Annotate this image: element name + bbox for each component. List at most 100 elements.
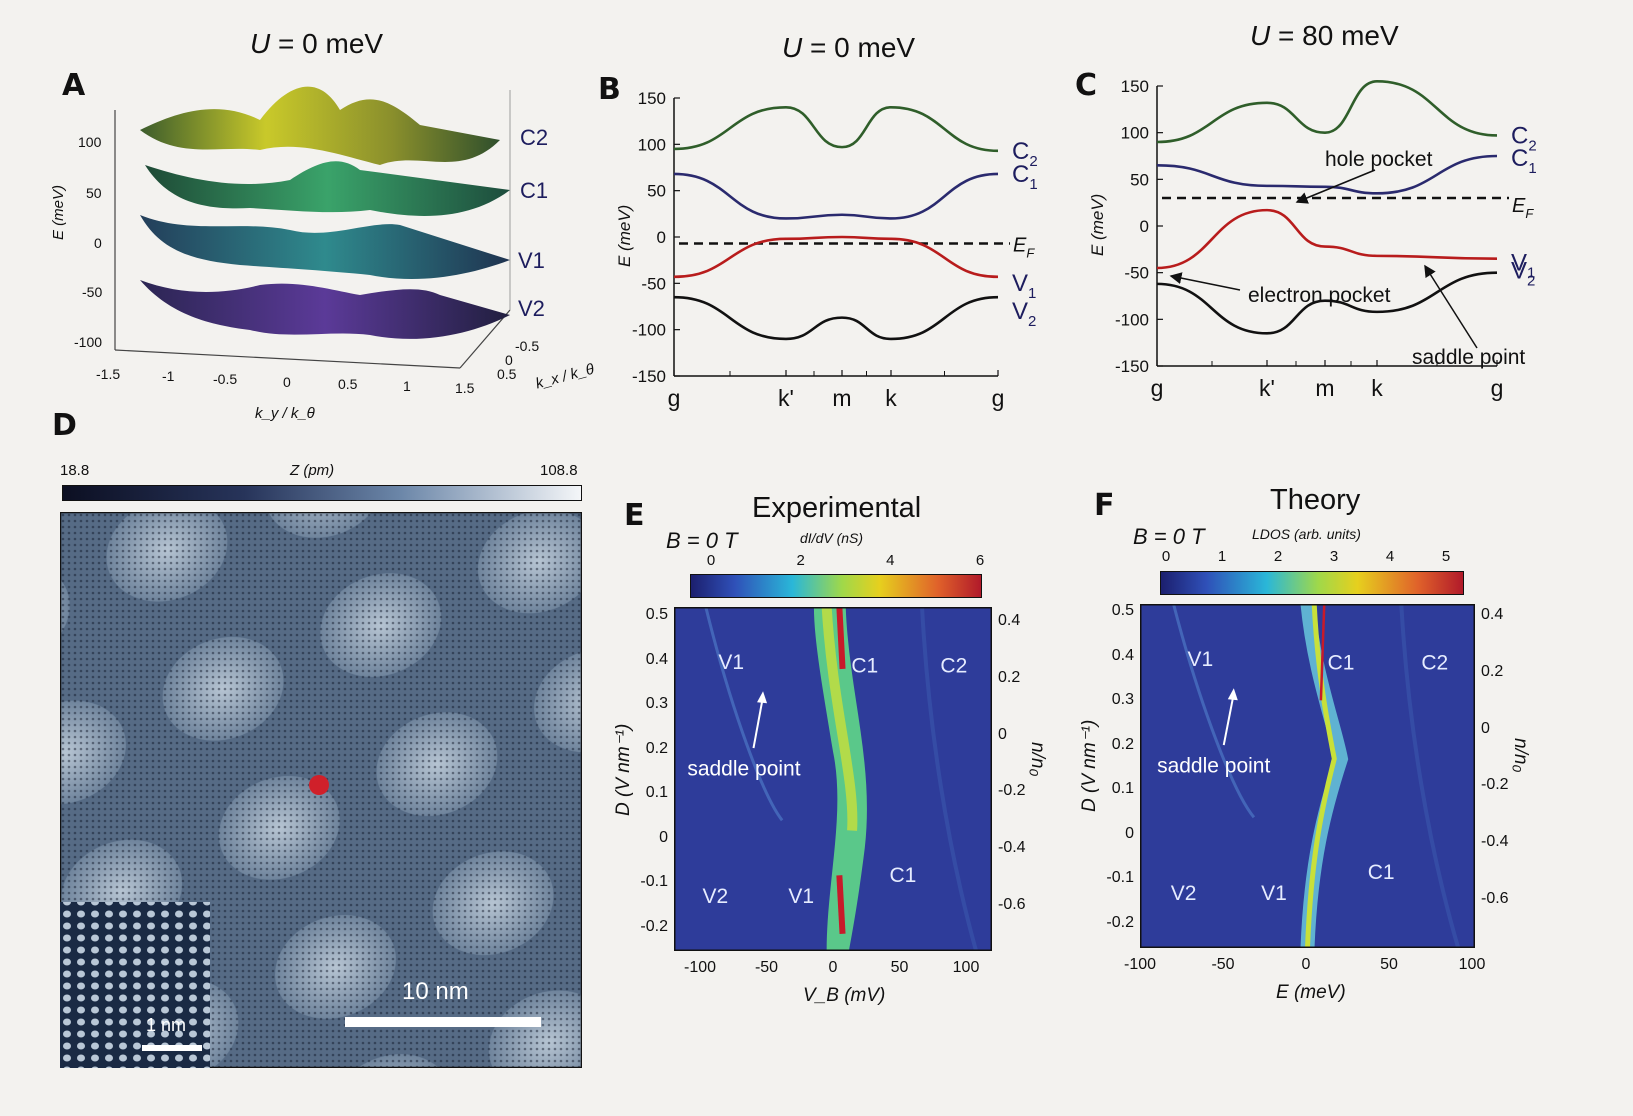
y-axis-label: D (V nm⁻¹) [1079,719,1100,812]
peak-top [836,607,846,670]
title-rest: = 0 meV [270,28,384,59]
x-axis-label: V_B (mV) [803,985,886,1006]
colorbar-tick-label: 4 [1385,548,1395,565]
peak-bottom [836,875,846,934]
f-heatmap: V1 C1 C2 V2 V1 C1 saddle point [1140,604,1475,948]
saddle-arrow-shaft [1222,693,1235,746]
x-tick-label: 100 [952,959,980,976]
a-band-label-c2: C2 [520,125,549,150]
y2-tick-label: 0.4 [998,612,1021,629]
y2-tick-label: 0.2 [998,668,1021,686]
peak-line [1319,604,1326,701]
panel-letter-d: D [52,408,77,443]
colorbar-tick-label: 2 [1273,548,1283,565]
a-band-label-v2: V2 [518,296,545,321]
d-colorbar-label: Z (pm) [290,462,335,479]
y2-tick-label: 0.4 [1481,606,1504,623]
a-xtick: 1 [403,378,411,394]
d-stm-topograph [60,512,582,1068]
d-colorbar [62,485,582,501]
colorbar-tick-label: 0 [1161,548,1171,565]
x-tick-label: g [668,385,681,411]
y2-tick-label: 0 [1481,719,1490,737]
saddle-arrow-head [1227,688,1238,701]
series-label-v2: V2 [1012,298,1036,330]
d-colorbar-max: 108.8 [540,462,578,479]
panel-b-title: U = 0 meV [782,32,915,64]
colorbar-tick-label: 6 [975,552,985,569]
y-axis-label: E (meV) [615,205,634,267]
x-tick-label: 50 [1380,956,1398,973]
y-tick-label: 0.1 [1111,780,1134,798]
y-tick-label: 0.5 [1111,602,1134,619]
x-tick-label: k' [1259,375,1275,401]
panel-a-surface-plot [114,86,511,369]
a-xtick: 1.5 [455,380,475,396]
series-label-v2: V2 [1511,258,1535,290]
colorbar-tick-label: 4 [886,552,895,569]
region-label-c1: C1 [890,864,917,887]
region-label-c2: C2 [1421,651,1448,674]
series-c2 [673,105,999,153]
series-v1 [673,235,999,279]
f-field: B = 0 T [1133,524,1205,549]
a-ztick: 0 [94,235,102,251]
region-label-v1: V1 [718,651,744,674]
panel-letter-c: C [1075,68,1098,103]
y-tick-label: 100 [1121,124,1149,143]
x-tick-label: 0 [828,959,838,976]
saddle-point-annotation: saddle point [1157,755,1270,778]
y-tick-label: -50 [1124,264,1149,283]
y-tick-label: 150 [638,89,666,108]
d-scale-inset: 1 nm [146,1015,187,1035]
x-tick-label: g [992,385,1005,411]
y-tick-label: 0.3 [1111,691,1134,709]
title-rest: = 80 meV [1270,20,1399,51]
region-label-v1: V1 [1187,648,1213,671]
region-label-c1: C1 [851,654,878,677]
e-colorbar [690,574,982,598]
a-depth-tick: 0 [505,352,513,368]
main-band-fill [813,607,867,951]
saddle-point-annotation: saddle point [687,758,800,781]
x-tick-label: 0 [1301,956,1311,973]
v1-band-trace [1172,604,1256,819]
region-label-v2: V2 [702,885,728,908]
x-axis-label: E (meV) [1276,982,1346,1003]
y2-tick-label: -0.2 [1481,776,1509,794]
e-colorbar-label: dI/dV (nS) [800,530,864,546]
title-var: U [782,32,803,63]
y2-tick-label: -0.2 [998,782,1026,800]
y-tick-label: -150 [1115,357,1149,376]
a-xtick: -1.5 [96,366,121,382]
y-tick-label: -0.2 [640,918,668,935]
y-tick-label: 0.4 [1111,646,1134,664]
y-tick-label: 0 [657,228,666,247]
panel-letter-b: B [598,72,621,107]
v1-band-trace [704,607,784,822]
region-label-v2: V2 [1171,882,1197,905]
x-tick-label: k [1371,375,1383,401]
a-xlabel: k_y / k_θ [255,405,315,422]
y-tick-label: 150 [1121,77,1149,96]
c-annotation-hole-pocket: hole pocket [1325,148,1433,171]
y-tick-label: 0 [659,828,668,846]
y2-axis-label: n/n₀ [1510,738,1531,773]
y-tick-label: -0.2 [1106,914,1134,931]
a-xtick: -0.5 [213,371,238,387]
x-tick-label: m [1315,375,1334,401]
x-tick-label: g [1491,375,1504,401]
panel-a-title: U = 0 meV [250,28,383,60]
c-annotation-saddle-point: saddle point [1412,346,1526,369]
y-tick-label: -50 [641,274,666,293]
a-xtick: 0 [283,374,291,390]
y-axis-label: D (V nm⁻¹) [613,723,634,816]
y2-axis-label: n/n₀ [1027,742,1048,777]
panel-c-title: U = 80 meV [1250,20,1399,52]
title-rest: = 0 meV [802,32,916,63]
y-axis-label: E (meV) [1088,194,1107,256]
region-label-v1: V1 [788,885,814,908]
series-v1 [1156,208,1498,270]
e-title: Experimental [752,492,922,524]
